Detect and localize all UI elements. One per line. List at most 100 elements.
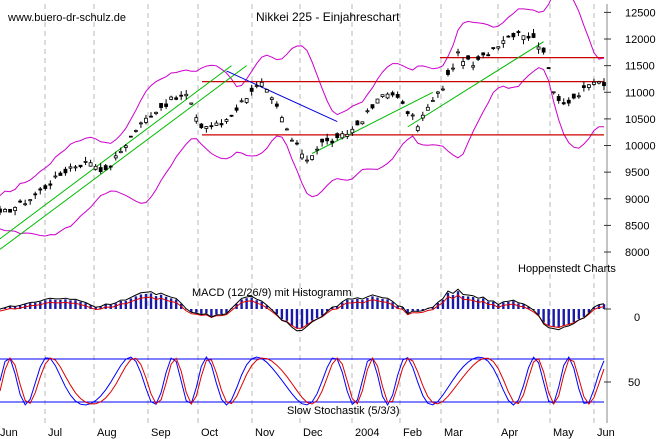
candle-body	[264, 89, 269, 93]
candle-body	[33, 193, 38, 196]
macd-histogram-bar	[471, 297, 475, 309]
x-tick-label: Oct	[201, 427, 218, 439]
candle-body	[108, 165, 113, 168]
candle-body	[78, 164, 83, 168]
macd-histogram-bar	[411, 309, 414, 311]
macd-histogram-bar	[295, 309, 299, 329]
x-tick-label: 2004	[355, 427, 379, 439]
macd-histogram-bar	[431, 307, 435, 309]
candle-body	[144, 117, 148, 123]
candle-body	[48, 183, 53, 186]
candle-body	[13, 207, 18, 211]
macd-histogram-bar	[512, 301, 515, 309]
candle-body	[209, 125, 214, 128]
uptrend-line	[0, 65, 247, 250]
candle-body	[184, 93, 189, 97]
candle-body	[3, 209, 7, 213]
macd-histogram-bar	[74, 300, 77, 309]
macd-histogram-bar	[210, 309, 213, 317]
stochastic-label: Slow Stochastik (5/3/3)	[287, 405, 400, 417]
macd-histogram-bar	[124, 300, 128, 309]
macd-histogram-bar	[39, 301, 42, 309]
macd-histogram-bar	[537, 309, 540, 315]
macd-histogram-bar	[94, 307, 97, 309]
candle-body	[8, 208, 12, 213]
macd-histogram-bar	[582, 309, 586, 317]
candle-body	[506, 35, 511, 38]
x-tick-label: Dec	[303, 427, 323, 439]
macd-histogram-bar	[290, 309, 294, 326]
macd-histogram-bar	[391, 302, 394, 309]
candle-body	[174, 97, 179, 100]
macd-histogram-bar	[421, 309, 424, 311]
macd-histogram-bar	[441, 299, 445, 309]
macd-histogram-bar	[592, 307, 596, 309]
candle-body	[68, 166, 73, 169]
candle-body	[113, 155, 118, 159]
macd-histogram-bar	[59, 299, 62, 309]
macd-histogram-bar	[602, 304, 606, 309]
macd-histogram-bar	[451, 294, 455, 309]
candle-body	[395, 94, 400, 98]
macd-histogram-bar	[119, 301, 122, 309]
candle-body	[335, 133, 340, 138]
candle-body	[531, 33, 536, 38]
candle-body	[541, 47, 546, 53]
downtrend-line	[226, 70, 338, 123]
macd-histogram-bar	[144, 293, 148, 309]
macd-histogram-bar	[532, 309, 535, 311]
macd-histogram-bar	[18, 305, 22, 309]
candle-body	[259, 81, 264, 87]
candle-body	[28, 199, 33, 202]
candle-body	[516, 31, 521, 33]
candle-body	[430, 100, 435, 102]
candle-body	[466, 55, 471, 60]
macd-histogram-bar	[552, 309, 555, 327]
candle-body	[486, 54, 491, 57]
macd-line	[0, 288, 605, 332]
macd-histogram-bar	[195, 309, 198, 313]
candle-body	[204, 126, 209, 129]
candle-body	[551, 91, 556, 94]
macd-histogram-bar	[381, 298, 384, 309]
candle-body	[511, 32, 516, 38]
candle-body	[249, 87, 254, 92]
candle-body	[521, 35, 526, 41]
macd-histogram-bar	[99, 306, 102, 309]
macd-histogram-bar	[89, 305, 92, 309]
candle-body	[128, 135, 133, 138]
macd-histogram-bar	[325, 309, 329, 312]
candle-body	[194, 117, 199, 122]
candle-body	[592, 81, 596, 85]
price-tick-label: 11000	[625, 87, 655, 99]
price-tick-label: 9500	[625, 167, 649, 179]
candle-body	[73, 166, 78, 169]
macd-histogram-bar	[215, 309, 218, 315]
candle-body	[587, 84, 591, 88]
candle-body	[305, 159, 309, 162]
candle-body	[269, 97, 274, 100]
macd-histogram-bar	[240, 299, 243, 309]
stochastic-panel	[0, 356, 605, 407]
macd-histogram-bar	[54, 299, 57, 309]
candle-body	[471, 65, 476, 68]
candle-body	[118, 150, 123, 154]
x-tick-label: May	[553, 427, 574, 439]
macd-histogram-bar	[69, 300, 72, 309]
grid	[44, 4, 595, 423]
price-tick-label: 8000	[625, 247, 649, 259]
macd-histogram-bar	[446, 292, 450, 309]
macd-histogram-bar	[174, 299, 178, 309]
macd-histogram-bar	[169, 298, 173, 309]
candle-body	[63, 168, 68, 174]
candle-body	[169, 96, 174, 100]
macd-histogram-bar	[492, 301, 495, 309]
macd-histogram-bar	[280, 309, 284, 320]
macd-histogram-bar	[44, 300, 47, 309]
candle-body	[103, 165, 108, 171]
candle-body	[380, 94, 385, 97]
candle-body	[310, 155, 314, 160]
candle-body	[355, 120, 360, 126]
candle-body	[526, 35, 531, 39]
